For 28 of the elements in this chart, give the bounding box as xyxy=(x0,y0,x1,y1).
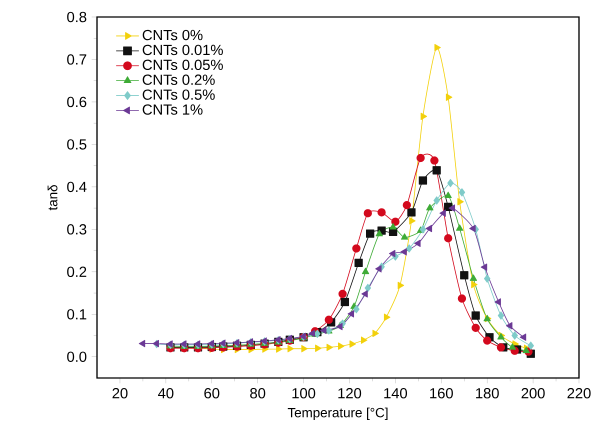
y-tick-label: 0.6 xyxy=(67,96,86,108)
y-tick-label: 0.4 xyxy=(67,182,87,192)
y-tick-label: 0.5 xyxy=(67,139,86,150)
x-tick-label: 160 xyxy=(430,388,453,398)
y-tick-label: 0.8 xyxy=(67,12,86,22)
legend-label: CNTs 0.01% xyxy=(142,44,223,56)
legend-label: CNTs 0% xyxy=(142,30,203,40)
legend-label: CNTs 0.05% xyxy=(142,60,223,70)
legend-label: CNTs 1% xyxy=(142,104,203,115)
x-tick-label: 80 xyxy=(250,388,266,398)
x-tick-label: 140 xyxy=(384,388,408,398)
x-tick-label: 120 xyxy=(338,388,362,398)
x-tick-label: 100 xyxy=(292,388,316,398)
y-tick-label: 0.0 xyxy=(67,352,86,362)
x-tick-label: 200 xyxy=(522,388,545,398)
y-tick-label: 0.2 xyxy=(67,266,86,278)
y-tick-label: 0.7 xyxy=(67,54,86,65)
y-tick-label: 0.3 xyxy=(67,224,86,235)
x-tick-label: 180 xyxy=(476,388,499,398)
x-tick-label: 60 xyxy=(204,388,220,398)
y-tick-label: 0.1 xyxy=(67,309,86,320)
x-tick-label: 40 xyxy=(158,388,174,398)
x-tick-label: 20 xyxy=(112,388,128,398)
legend-label: CNTs 0.2% xyxy=(142,74,215,85)
x-tick-label: 220 xyxy=(567,388,591,398)
legend-label: CNTs 0.5% xyxy=(142,89,215,100)
x-axis-title: Temperature [°C] xyxy=(288,408,388,420)
y-axis-title: tanδ xyxy=(48,185,58,210)
